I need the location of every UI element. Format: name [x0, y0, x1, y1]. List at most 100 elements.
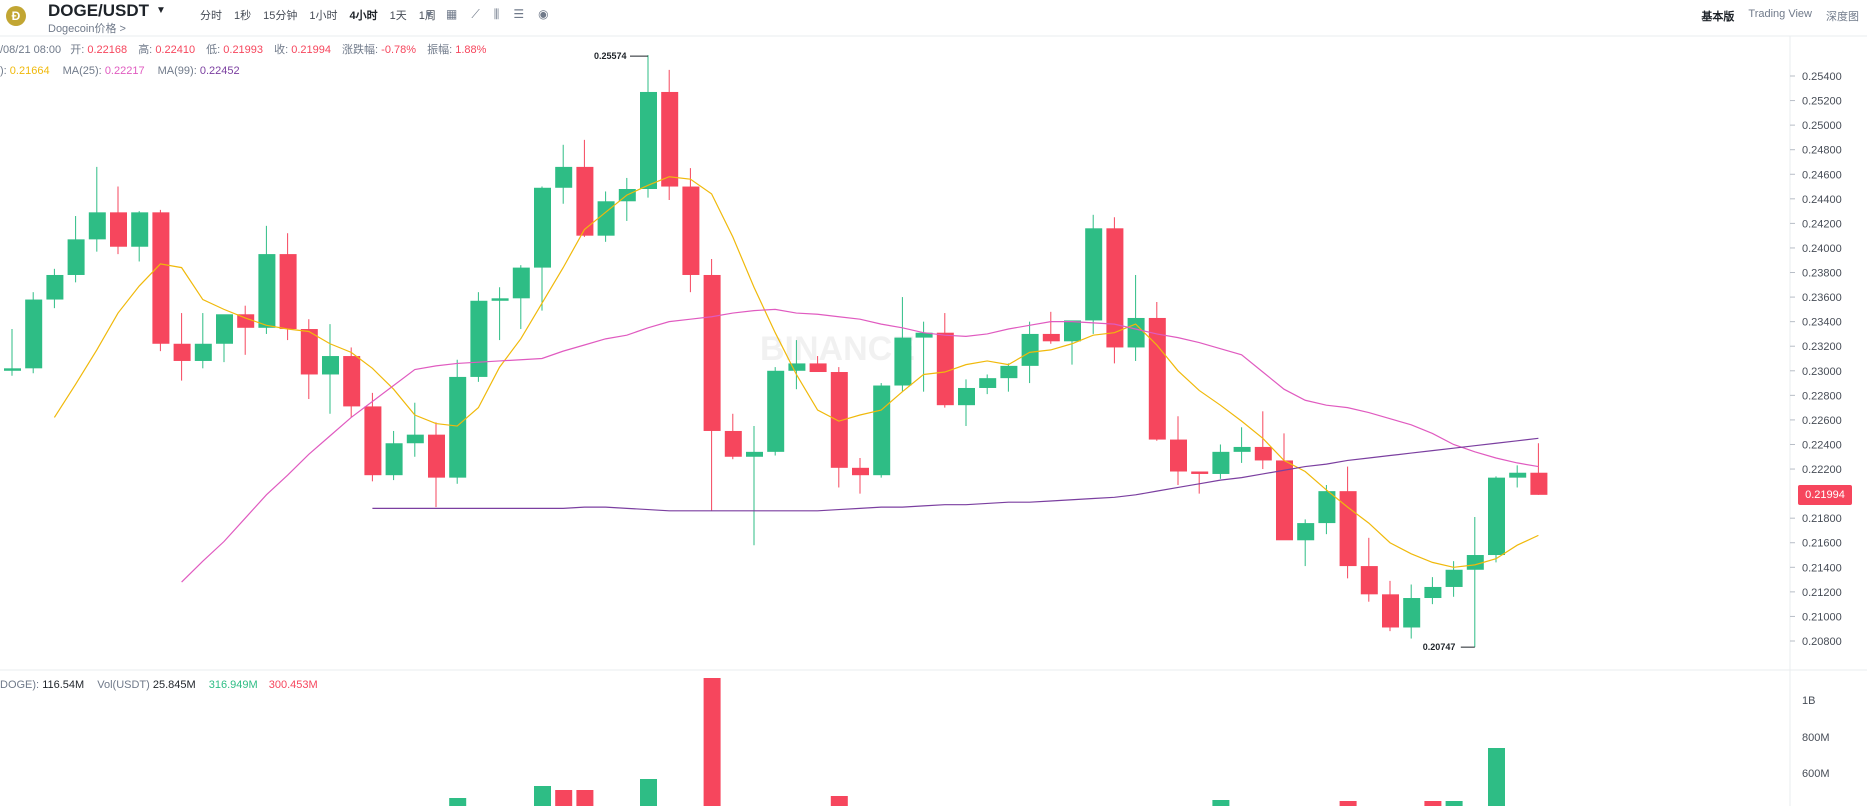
- y-tick-label: 0.21200: [1802, 587, 1842, 599]
- candle-body: [300, 329, 318, 375]
- ma25-line: [181, 308, 1539, 583]
- candle-body: [1042, 333, 1060, 342]
- ma99-value: 0.22452: [199, 65, 240, 77]
- interval-fenshi[interactable]: 分时: [200, 10, 222, 22]
- interval-1w[interactable]: 1周: [418, 10, 436, 22]
- interval-15m[interactable]: 15分钟: [263, 10, 298, 22]
- candle-body: [364, 406, 382, 476]
- ma-legend: ): 0.21664 MA(25): 0.22217 MA(99): 0.224…: [0, 65, 240, 77]
- candle-body: [322, 356, 339, 375]
- high-label: 高:: [138, 44, 153, 56]
- current-price-tag: 0.21994: [1798, 485, 1852, 505]
- volume-bar: [449, 798, 467, 806]
- volume-bar: [703, 678, 721, 806]
- candle-body: [25, 299, 43, 369]
- y-tick-label: 0.22400: [1802, 439, 1842, 451]
- candle-body: [534, 187, 551, 268]
- candle-body: [4, 368, 21, 371]
- chevron-down-icon[interactable]: ▼: [156, 5, 166, 16]
- candle-body: [237, 314, 255, 328]
- pair-subtitle[interactable]: Dogecoin价格 >: [48, 23, 126, 35]
- vol-doge-value: 116.54M: [42, 679, 85, 691]
- candle-body: [682, 186, 700, 275]
- pair-title[interactable]: DOGE/USDT: [48, 1, 150, 20]
- y-tick-label: 0.23000: [1802, 366, 1842, 378]
- y-tick-label: 0.22600: [1802, 415, 1842, 427]
- y-tick-label: 0.20800: [1802, 636, 1842, 648]
- candle-body: [1000, 365, 1018, 379]
- candle-body: [194, 343, 212, 361]
- candle-body: [1170, 439, 1187, 472]
- ma25-value: 0.22217: [104, 65, 145, 77]
- candle-body: [1403, 598, 1421, 628]
- low-value: 0.21993: [223, 44, 264, 56]
- y-tick-label: 0.24000: [1802, 243, 1842, 255]
- high-marker-label: 0.25574: [594, 51, 627, 61]
- target-icon[interactable]: ◉: [538, 7, 549, 21]
- volume-bar: [1424, 801, 1442, 806]
- candle-body: [173, 343, 191, 361]
- more-intervals-icon[interactable]: ▾: [426, 7, 433, 21]
- candle-body: [131, 212, 149, 247]
- low-marker-label: 0.20747: [1423, 642, 1456, 652]
- y-tick-label: 0.24400: [1802, 194, 1842, 206]
- volume-bar: [830, 796, 848, 806]
- change-value: -0.78%: [381, 44, 417, 56]
- change-label: 涨跌幅:: [342, 44, 379, 56]
- candle-body: [1064, 320, 1081, 342]
- candle-body: [1509, 472, 1527, 478]
- ma7-label: ):: [0, 65, 7, 77]
- candle-body: [343, 356, 361, 407]
- candle-body: [555, 166, 573, 188]
- volume-bar: [1212, 800, 1230, 806]
- open-label: 开:: [70, 44, 85, 56]
- ma99-label: MA(99):: [157, 65, 197, 77]
- view-tradingview[interactable]: Trading View: [1748, 8, 1812, 20]
- candle-body: [152, 212, 170, 344]
- ma7-line: [53, 176, 1539, 568]
- y-tick-label: 0.24600: [1802, 169, 1842, 181]
- candle-body: [1360, 566, 1378, 595]
- chart-type-icon[interactable]: ⫼: [493, 7, 500, 21]
- y-tick-label: 0.25400: [1802, 71, 1842, 83]
- vol-ma-red: 300.453M: [268, 679, 318, 691]
- candle-body: [385, 443, 403, 476]
- candle-body: [1021, 333, 1039, 366]
- interval-1s[interactable]: 1秒: [234, 10, 252, 22]
- view-depth[interactable]: 深度图: [1826, 11, 1859, 23]
- candle-body: [809, 363, 827, 373]
- settings-icon[interactable]: ☰: [513, 7, 525, 21]
- interval-4h[interactable]: 4小时: [349, 10, 378, 22]
- ohlc-info: /08/21 08:00 开: 0.22168 高: 0.22410 低: 0.…: [0, 41, 494, 57]
- candle-body: [1424, 586, 1442, 599]
- info-date: /08/21 08:00: [0, 44, 62, 56]
- y-tick-label: 0.24800: [1802, 145, 1842, 157]
- candle-body: [894, 337, 912, 386]
- ma25-label: MA(25):: [62, 65, 102, 77]
- indicator-icon[interactable]: ⟋: [471, 7, 480, 21]
- y-tick-label: 0.21400: [1802, 562, 1842, 574]
- calendar-icon[interactable]: ▦: [446, 7, 458, 21]
- close-value: 0.21994: [291, 44, 331, 56]
- doge-logo-icon: Ð: [6, 6, 26, 26]
- vol-tick-label: 800M: [1802, 732, 1830, 744]
- view-basic[interactable]: 基本版: [1701, 11, 1735, 23]
- candle-body: [915, 332, 933, 338]
- candle-body: [661, 91, 679, 187]
- candle-body: [1148, 317, 1166, 440]
- vol-tick-label: 600M: [1802, 768, 1830, 780]
- y-tick-label: 0.22800: [1802, 390, 1842, 402]
- vol-usdt-label: Vol(USDT): [97, 679, 150, 691]
- candle-body: [746, 451, 763, 457]
- candle-body: [428, 434, 445, 478]
- candle-body: [1085, 228, 1103, 321]
- interval-1d[interactable]: 1天: [389, 10, 407, 22]
- candle-body: [449, 376, 467, 478]
- volume-bar: [1445, 801, 1463, 806]
- candle-body: [788, 363, 806, 371]
- interval-1h[interactable]: 1小时: [309, 10, 338, 22]
- candle-body: [1466, 555, 1484, 570]
- y-tick-label: 0.25000: [1802, 120, 1842, 132]
- candle-body: [110, 212, 127, 247]
